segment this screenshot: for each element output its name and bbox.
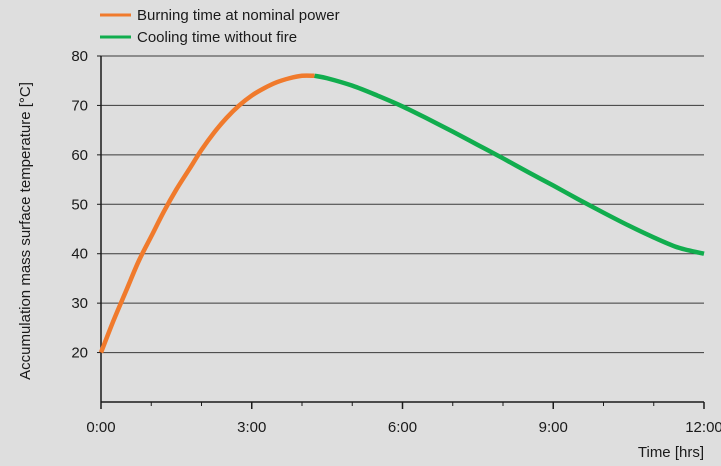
y-tick-label: 80 [71,48,88,65]
x-tick-label: 3:00 [237,419,266,436]
legend-label: Cooling time without fire [137,29,297,46]
x-axis-title: Time [hrs] [638,444,704,461]
y-tick-label: 70 [71,97,88,114]
y-tick-label: 50 [71,196,88,213]
legend-label: Burning time at nominal power [137,7,340,24]
series-line-1 [98,73,315,354]
x-tick-label: 9:00 [539,419,568,436]
x-tick-label: 0:00 [86,419,115,436]
x-tick-label: 12:00 [685,419,721,436]
series-line-2 [314,73,705,256]
y-tick-label: 40 [71,246,88,263]
y-tick-label: 30 [71,295,88,312]
y-tick-label: 60 [71,147,88,164]
x-tick-label: 6:00 [388,419,417,436]
y-axis-title: Accumulation mass surface temperature [°… [17,82,34,380]
y-tick-label: 20 [71,345,88,362]
